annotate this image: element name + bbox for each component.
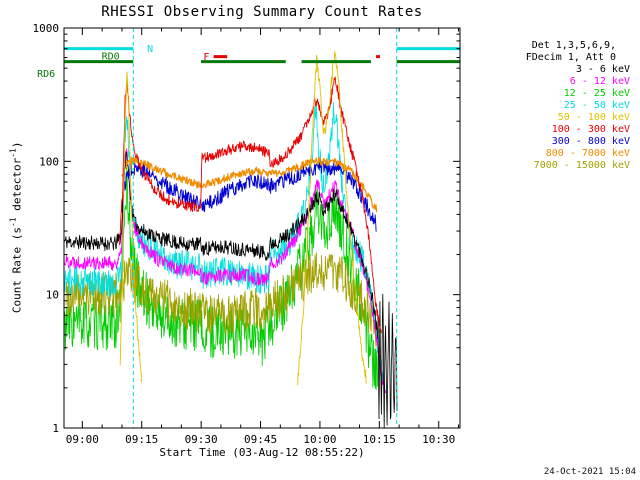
series-100-300keV [118, 76, 382, 334]
legend-item: 7000 - 15000 keV [533, 160, 630, 171]
timestamp: 24-Oct-2021 15:04 [543, 467, 636, 477]
flag-label-N: N [147, 44, 153, 55]
series-50-100keV [119, 71, 143, 383]
legend-item: 12 - 25 keV [563, 88, 630, 99]
flag-label-F: F [203, 52, 209, 63]
series-300-800keV [120, 159, 377, 232]
series-3-6keV [63, 151, 378, 339]
y-tick-label: 1 [52, 422, 59, 435]
legend-item: 300 - 800 keV [551, 136, 630, 147]
flag-bars [64, 47, 460, 64]
y-axis-label-text3: ) [10, 141, 24, 149]
series-6-12keV [63, 148, 387, 394]
flag-label-RD0: RD0 [102, 52, 120, 63]
x-tick-label: 09:30 [185, 433, 218, 446]
legend: Det 1,3,5,6,9, FDecim 1, Att 0 3 - 6 keV… [508, 40, 630, 172]
y-axis-label-sup2: -1 [8, 148, 18, 158]
series-lines [63, 50, 398, 429]
y-axis-label-text: Count Rate (s [10, 227, 24, 314]
x-tick-label: 09:15 [125, 433, 158, 446]
legend-item: 3 - 6 keV [575, 64, 630, 75]
legend-item: 50 - 100 keV [557, 112, 630, 123]
axes: 09:00 09:15 09:30 09:45 10:00 10:15 10:30 1 10 10… [33, 22, 461, 446]
legend-items: 3 - 6 keV 6 - 12 keV 12 - 25 keV 25 - 50 ke… [508, 64, 630, 172]
legend-item: 800 - 7000 keV [545, 148, 630, 159]
series-50-100keV [297, 50, 367, 386]
y-axis-label-text2: detector [10, 157, 24, 218]
legend-item: 100 - 300 keV [551, 124, 630, 135]
legend-header-line1: Det 1,3,5,6,9, [531, 40, 616, 51]
x-tick-label: 09:45 [244, 433, 277, 446]
x-tick-label: 10:15 [363, 433, 396, 446]
series-7000-15000keV [65, 252, 380, 354]
legend-item: 25 - 50 keV [563, 100, 630, 111]
flag-labels: N F RD0 RD6 [37, 44, 209, 80]
x-tick-label: 10:00 [303, 433, 336, 446]
y-tick-label: 100 [39, 155, 59, 168]
y-tick-label: 1000 [33, 22, 60, 35]
event-vlines [132, 28, 398, 428]
x-tick-label: 10:30 [422, 433, 455, 446]
y-axis-label: Count Rate (s-1 detector-1) [9, 27, 24, 427]
x-tick-label: 09:00 [66, 433, 99, 446]
y-axis-label-sup1: -1 [8, 217, 18, 228]
legend-header-line2: FDecim 1, Att 0 [525, 52, 616, 63]
flag-label-RD6: RD6 [37, 69, 55, 80]
y-tick-label: 10 [46, 289, 59, 302]
series-800-7000keV [121, 156, 378, 213]
series-3-6keV [377, 293, 398, 429]
legend-item: 6 - 12 keV [569, 76, 630, 87]
chart-title: RHESSI Observing Summary Count Rates [101, 4, 423, 20]
x-axis-label: Start Time (03-Aug-12 08:55:22) [159, 446, 365, 459]
